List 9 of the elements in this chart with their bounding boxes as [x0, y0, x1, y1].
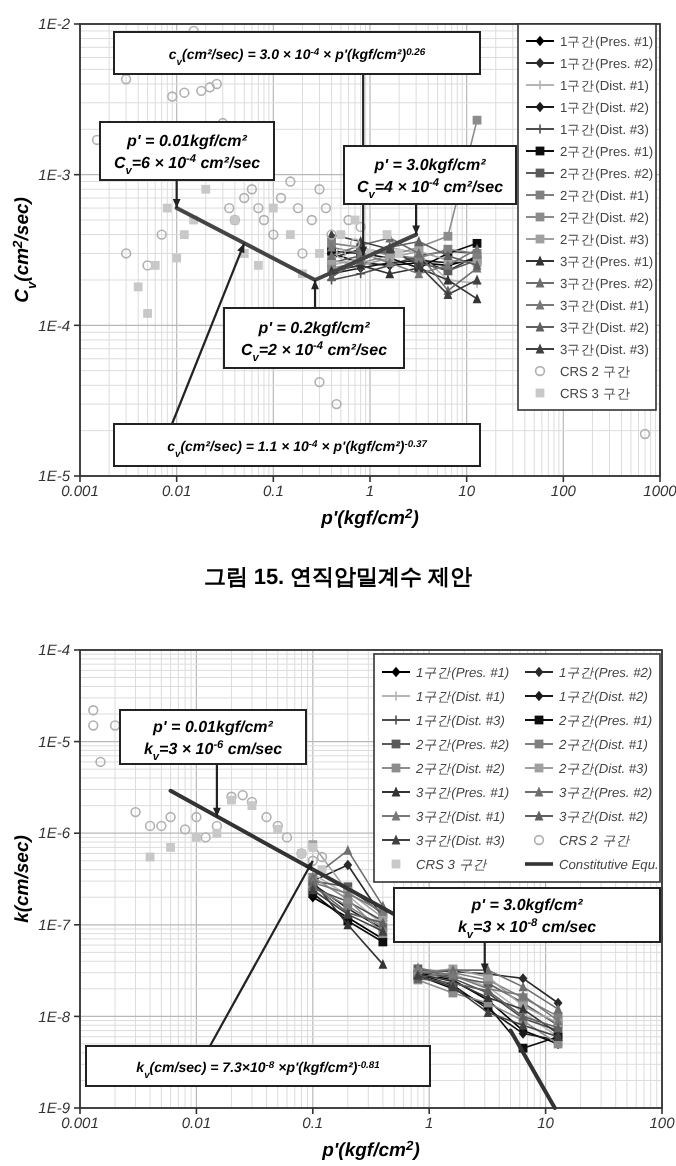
caption: 그림 15. 연직압밀계수 제안: [203, 566, 473, 590]
x-axis-title: p'(kgf/cm$^{2}$): [320, 1139, 420, 1162]
annotation: p' = 3.0kgf/cm² C$_{v}$=4 × 10$^{-4}$ cm²/sec: [356, 156, 505, 202]
annotation: p' = 0.01kgf/cm² k$_{v}$=3 × 10$^{-6}$ cm/sec: [143, 718, 284, 764]
x-axis-title: p'(kgf/cm$^{2}$): [319, 507, 419, 530]
annotation: p' = 0.01kgf/cm² C$_{v}$=6 × 10$^{-4}$ cm²/sec: [113, 132, 262, 178]
annotation: p' = 0.2kgf/cm² C$_{v}$=2 × 10$^{-4}$ cm²/sec: [240, 319, 389, 365]
y-axis-title: k(cm/sec): [12, 835, 34, 923]
annotation: p' = 3.0kgf/cm² k$_{v}$=3 × 10$^{-8}$ cm/sec: [457, 896, 598, 942]
